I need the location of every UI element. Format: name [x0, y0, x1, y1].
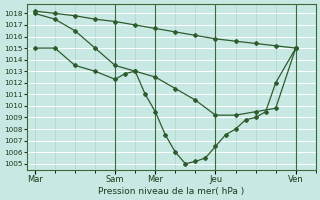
X-axis label: Pression niveau de la mer( hPa ): Pression niveau de la mer( hPa ) [98, 187, 244, 196]
